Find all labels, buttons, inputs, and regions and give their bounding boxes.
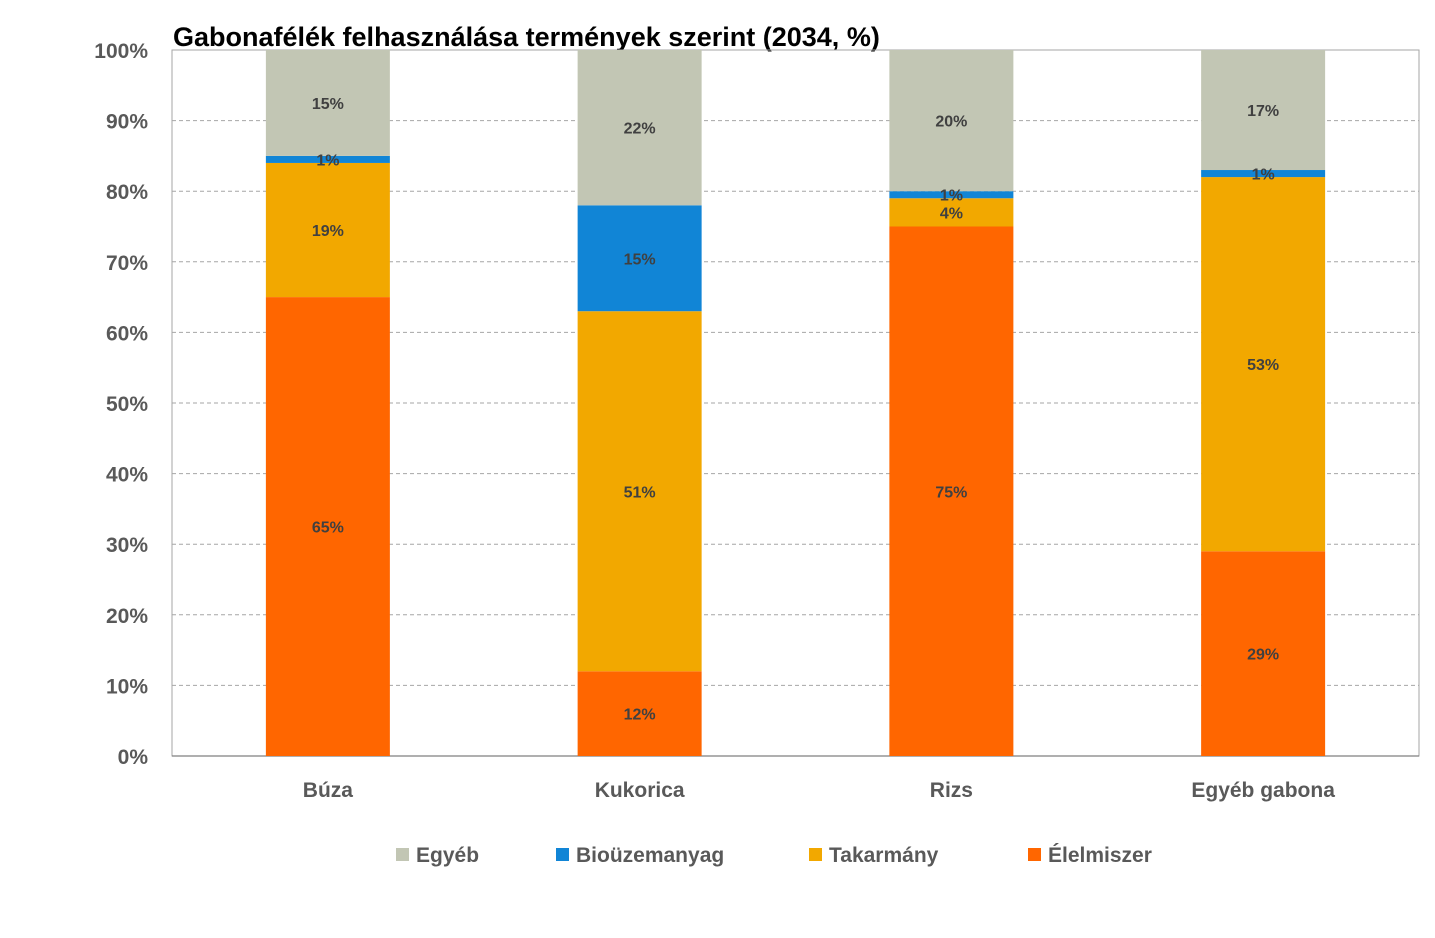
legend-swatch [396,848,409,861]
legend-label: Bioüzemanyag [576,844,724,867]
y-tick-label: 40% [106,464,148,487]
data-label: 53% [1247,357,1279,374]
data-label: 17% [1247,103,1279,120]
bar-segment [1201,50,1326,171]
y-tick-label: 70% [106,252,148,275]
bar-segment [265,50,390,156]
legend-label: Élelmiszer [1048,844,1152,867]
legend: Egyéb Bioüzemanyag Takarmány Élelmiszer [396,844,1152,867]
bar-segment [265,162,390,298]
bar-segment [1201,551,1326,756]
bar-segment [889,191,1014,199]
bar-segment [265,155,390,163]
y-tick-label: 10% [106,675,148,698]
y-tick-label: 90% [106,111,148,134]
data-label: 1% [940,188,963,205]
data-label: 22% [624,121,656,138]
data-label: 15% [312,96,344,113]
data-labels: 65%19%1%15%12%51%15%22%75%4%1%20%29%53%1… [312,96,1279,724]
y-tick-label: 60% [106,322,148,345]
data-label: 51% [624,484,656,501]
y-tick-label: 100% [94,40,148,63]
x-tick-label: Rizs [930,779,973,802]
bar-segment [889,198,1014,227]
y-axis-ticks: 0% 10% 20% 30% 40% 50% 60% 70% 80% 90% 100% [94,40,148,769]
data-label: 29% [1247,647,1279,664]
y-tick-label: 30% [106,534,148,557]
x-tick-label: Kukorica [595,779,685,802]
bar-segment [265,297,390,756]
legend-swatch [809,848,822,861]
y-tick-label: 50% [106,393,148,416]
data-label: 4% [940,205,963,222]
legend-swatch [556,848,569,861]
bar-segment [577,50,702,206]
data-label: 1% [1252,167,1275,184]
bar-segment [1201,170,1326,178]
bar-segment [889,50,1014,192]
bars [265,50,1326,756]
y-tick-label: 0% [118,746,149,769]
bar-segment [577,205,702,312]
data-label: 15% [624,251,656,268]
bar-segment [577,671,702,756]
legend-label: Egyéb [416,844,479,867]
legend-swatch [1028,848,1041,861]
data-label: 20% [935,114,967,131]
y-tick-label: 80% [106,181,148,204]
bar-segment [1201,177,1326,552]
bar-segment [889,226,1014,756]
data-label: 19% [312,223,344,240]
data-label: 12% [624,707,656,724]
y-tick-label: 20% [106,605,148,628]
data-label: 65% [312,520,344,537]
chart-title: Gabonafélék felhasználása termények szer… [173,22,880,52]
data-label: 75% [935,484,967,501]
x-tick-label: Egyéb gabona [1191,779,1335,802]
legend-label: Takarmány [829,844,939,867]
x-axis-ticks: Búza Kukorica Rizs Egyéb gabona [303,779,1335,802]
bar-segment [577,311,702,672]
x-tick-label: Búza [303,779,353,802]
data-label: 1% [316,152,339,169]
